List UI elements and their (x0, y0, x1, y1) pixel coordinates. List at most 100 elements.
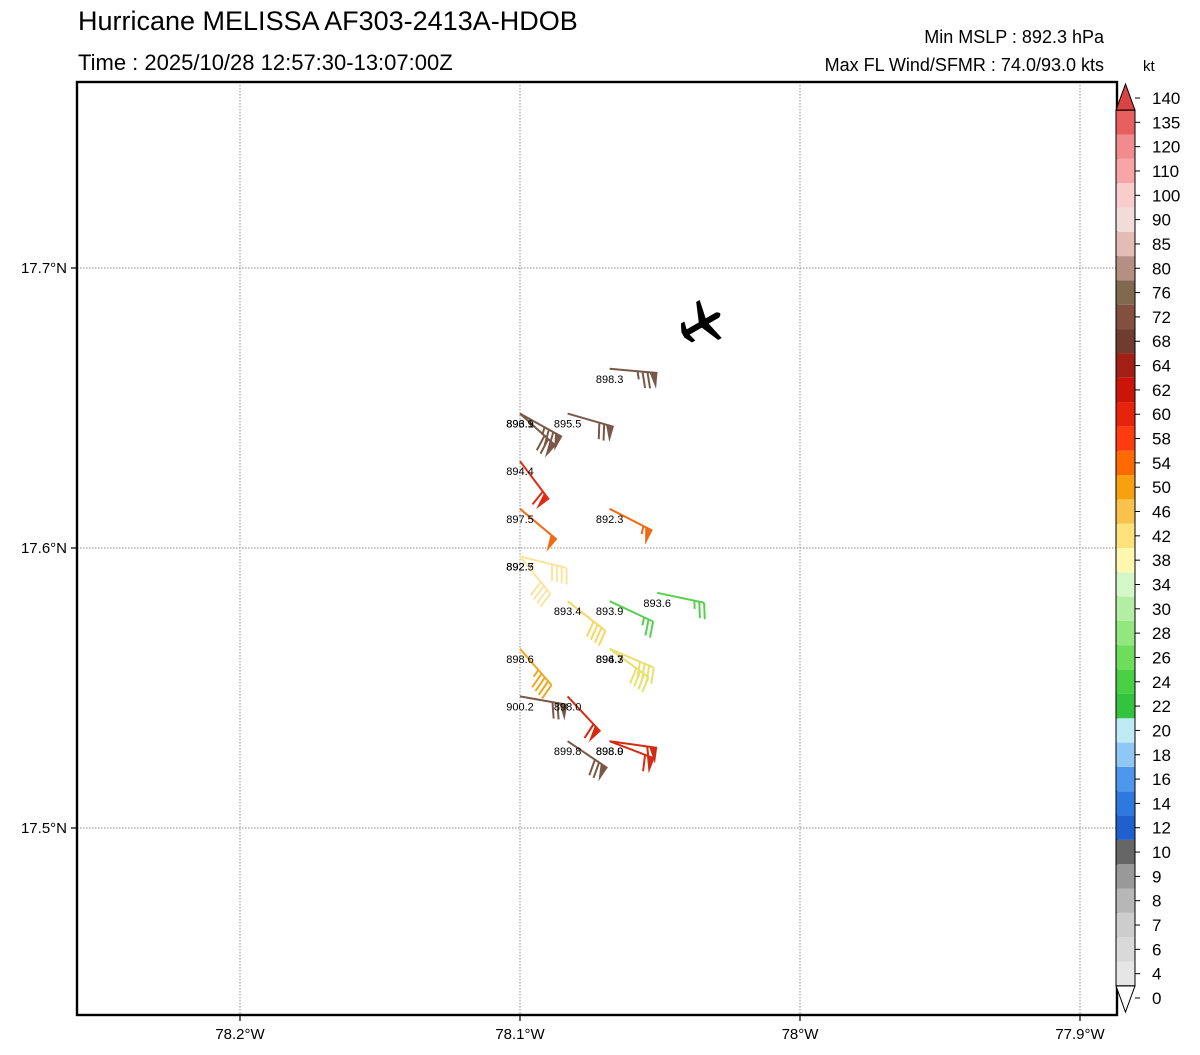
pressure-label: 892.3 (596, 514, 624, 526)
time-range: Time : 2025/10/28 12:57:30-13:07:00Z (78, 50, 453, 75)
wind-barb-shaft (609, 647, 650, 678)
colorbar-swatch (1116, 572, 1135, 597)
gridlines (77, 82, 1117, 1015)
wind-barb-full (602, 424, 606, 441)
wind-barb-shaft (656, 591, 705, 604)
colorbar-label: 60 (1152, 405, 1171, 424)
wind-barb-full (592, 762, 601, 779)
colorbar-label: 80 (1152, 259, 1171, 278)
colorbar-label: 20 (1152, 721, 1171, 740)
wind-barb-flag (536, 493, 549, 510)
colorbar-extend-max (1115, 82, 1136, 111)
colorbar-label: 34 (1152, 575, 1171, 594)
colorbar-label: 9 (1152, 867, 1161, 886)
wind-barb-full (588, 759, 596, 776)
colorbar-extend-min (1115, 985, 1136, 1014)
wind-barb-station: 894.4 (506, 460, 550, 510)
colorbar-swatch (1116, 961, 1135, 986)
wind-barb-full (648, 621, 655, 638)
colorbar-label: 76 (1152, 284, 1171, 303)
colorbar-label: 120 (1152, 138, 1180, 157)
colorbar-swatch (1116, 742, 1135, 767)
pressure-label: 899.8 (554, 746, 582, 758)
colorbar-swatch (1116, 329, 1135, 354)
colorbar-swatch (1116, 353, 1135, 378)
pressure-label: 898.9 (596, 746, 624, 758)
wind-barb-full (645, 665, 651, 683)
min-mslp: Min MSLP : 892.3 hPa (924, 27, 1104, 47)
wind-barb-full (642, 754, 647, 772)
wind-barb-station: 898.3 (596, 367, 658, 389)
colorbar-label: 8 (1152, 892, 1161, 911)
wind-barb-shaft (609, 600, 654, 623)
wind-barb-full (650, 667, 655, 685)
wind-barb-full (593, 627, 603, 644)
colorbar-swatch (1116, 791, 1135, 816)
colorbar-label: 100 (1152, 186, 1180, 205)
colorbar-swatch (1116, 304, 1135, 330)
colorbar-label: 72 (1152, 308, 1171, 327)
wind-barb-half (636, 371, 640, 380)
wind-barb-shaft (519, 648, 553, 686)
wind-barb-shaft (566, 600, 607, 632)
colorbar-label: 16 (1152, 770, 1171, 789)
pressure-label: 896.9 (506, 419, 534, 431)
wind-barb-full (583, 723, 595, 739)
airplane-icon (680, 299, 722, 343)
wind-barb-flag (588, 725, 601, 743)
pressure-label: 898.6 (506, 654, 534, 666)
wind-barb-station: 896.9 (506, 412, 557, 458)
wind-barb-shaft (519, 460, 550, 501)
colorbar-swatch (1116, 693, 1135, 719)
wind-barb-station: 893.4 (554, 600, 607, 647)
wind-barb-full (629, 667, 638, 684)
wind-barb-shaft (519, 555, 567, 569)
wind-barb-full (646, 746, 650, 763)
aircraft-marker (680, 299, 722, 343)
colorbar-label: 135 (1152, 113, 1180, 132)
colorbar-label: 0 (1152, 989, 1161, 1008)
wind-barb-full (530, 581, 542, 596)
wind-barb-full (539, 593, 552, 608)
wind-barb-station: 896.7 (596, 647, 650, 693)
colorbar-label: 110 (1152, 162, 1179, 181)
colorbar-swatch (1116, 207, 1135, 232)
wind-barb-full (636, 661, 641, 679)
pressure-label: 897.5 (506, 514, 534, 526)
colorbar-unit: kt (1143, 58, 1155, 75)
wind-barb-full (534, 676, 546, 692)
wind-barb-full (551, 702, 555, 719)
wind-barb-station: 893.9 (596, 600, 655, 638)
wind-barb-flag (649, 746, 658, 764)
wind-barb-station: 898.0 (554, 695, 602, 743)
wind-barb-full (541, 684, 553, 700)
colorbar-swatch (1116, 937, 1135, 962)
map-frame (75, 80, 1119, 1017)
wind-barb-station: 892.5 (506, 555, 552, 608)
colorbar-swatch (1116, 134, 1135, 159)
pressure-label: 895.5 (554, 419, 582, 431)
wind-barb-station: 894.3 (596, 647, 655, 685)
wind-barb-full (646, 371, 652, 389)
wind-barb-station: 893.1 (506, 412, 563, 451)
wind-barb-flag (606, 424, 614, 443)
colorbar-label: 10 (1152, 843, 1171, 862)
colorbar-swatch (1116, 475, 1135, 500)
colorbar-label: 58 (1152, 430, 1171, 449)
wind-barb-half (532, 669, 540, 678)
wind-barb-full (641, 371, 647, 389)
pressure-label: 893.4 (554, 606, 582, 618)
pressure-label: 893.6 (643, 598, 671, 610)
colorbar-swatch (1116, 280, 1135, 305)
lat-tick-label: 17.5°N (21, 820, 67, 837)
chart-title: Hurricane MELISSA AF303-2413A-HDOB (78, 6, 578, 36)
colorbar-swatch (1116, 596, 1135, 621)
wind-barb-shaft (567, 412, 615, 428)
colorbar-swatch (1116, 426, 1135, 451)
colorbar-swatch (1116, 864, 1135, 889)
lon-tick-label: 78°W (782, 1026, 820, 1043)
wind-barb-station: 898.6 (506, 648, 553, 700)
colorbar-label: 62 (1152, 381, 1171, 400)
wind-barb-full (633, 670, 642, 687)
